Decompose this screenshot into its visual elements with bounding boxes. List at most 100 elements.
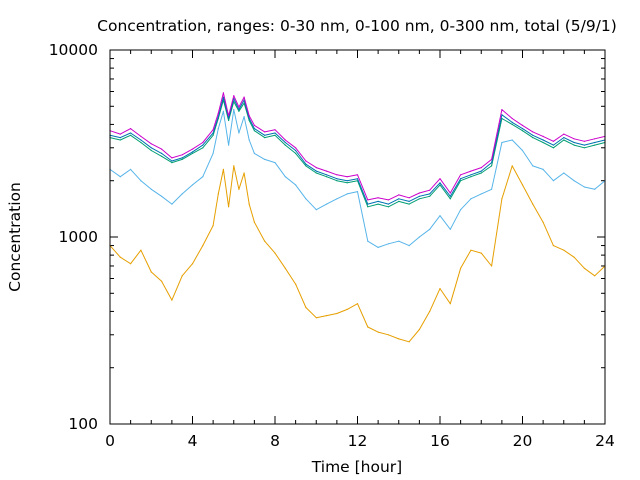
series-3-point xyxy=(295,152,297,154)
series-1-point xyxy=(233,165,235,167)
series-2-point xyxy=(563,172,565,174)
series-1-point xyxy=(439,288,441,290)
series-5-point xyxy=(315,167,317,169)
series-2-point xyxy=(439,215,441,217)
series-4-point xyxy=(161,152,163,154)
series-5-point xyxy=(398,194,400,196)
series-2-point xyxy=(356,191,359,193)
series-5-point xyxy=(511,117,513,120)
series-2-point xyxy=(140,180,142,182)
series-2-point xyxy=(171,203,173,205)
series-3-point xyxy=(274,134,276,136)
series-4-point xyxy=(305,163,307,165)
series-4-point xyxy=(563,137,565,139)
series-2-point xyxy=(583,186,586,188)
x-tick-label: 0 xyxy=(105,432,115,450)
x-tick-label: 8 xyxy=(270,432,280,450)
series-2-point xyxy=(119,176,121,178)
series-1-point xyxy=(191,263,194,265)
series-1-point xyxy=(449,303,451,305)
series-3-point xyxy=(161,155,163,157)
series-3-point xyxy=(377,203,379,205)
series-4-point xyxy=(140,139,142,141)
series-5-point xyxy=(233,95,235,97)
series-4-point xyxy=(511,121,513,123)
series-4-point xyxy=(449,195,451,197)
series-4-point xyxy=(222,96,224,98)
series-1-point xyxy=(202,245,204,247)
series-5-point xyxy=(191,148,194,150)
series-5-point xyxy=(264,131,266,133)
y-tick-label: 1000 xyxy=(59,228,98,246)
series-1-point xyxy=(460,267,462,269)
series-5-point xyxy=(367,199,369,201)
plot-frame xyxy=(109,49,606,425)
series-1-point xyxy=(264,240,266,242)
axis-ticks xyxy=(109,49,606,425)
series-2-point xyxy=(315,209,317,211)
series-5-point xyxy=(521,124,524,126)
series-2-point xyxy=(542,168,544,170)
series-2-point xyxy=(346,193,348,195)
series-3-point xyxy=(253,130,255,132)
series-2-point xyxy=(377,246,379,248)
series-3-point xyxy=(563,139,565,141)
series-3-point xyxy=(521,130,524,132)
series-3-point xyxy=(181,158,183,160)
series-1-point xyxy=(150,271,152,273)
series-5-point xyxy=(295,147,297,149)
series-2-point xyxy=(191,184,194,186)
series-1-point xyxy=(501,198,503,200)
series-4-point xyxy=(418,195,420,197)
series-3-point xyxy=(284,144,286,146)
series-1-point xyxy=(521,184,524,186)
series-1-point xyxy=(346,308,348,310)
series-2-point xyxy=(511,139,513,141)
series-3-point xyxy=(346,182,348,184)
chart-title: Concentration, ranges: 0-30 nm, 0-100 nm… xyxy=(97,17,617,35)
series-3-point xyxy=(439,184,441,186)
series-4-point xyxy=(253,128,255,130)
series-5-point xyxy=(491,158,493,160)
series-2-point xyxy=(501,141,503,144)
series-5-point xyxy=(594,138,596,140)
series-5 xyxy=(109,92,606,201)
series-3-point xyxy=(150,149,152,152)
series-5-point xyxy=(305,160,307,162)
series-4-point xyxy=(429,193,431,195)
series-1-point xyxy=(552,245,555,247)
series-2-point xyxy=(387,243,389,245)
series-5-point xyxy=(161,148,163,150)
series-1-point xyxy=(377,331,379,333)
x-tick-label: 12 xyxy=(348,432,368,450)
series-1-point xyxy=(217,193,219,195)
series-4-point xyxy=(130,132,132,134)
series-4-point xyxy=(491,162,493,164)
series-4-point xyxy=(542,139,544,141)
series-4-point xyxy=(594,141,596,144)
series-3-point xyxy=(171,162,173,164)
series-4-point xyxy=(181,157,183,159)
series-5-point xyxy=(480,167,482,169)
series-1-point xyxy=(398,338,400,340)
series-5-point xyxy=(248,115,250,117)
series-2-point xyxy=(449,228,451,230)
series-5-point xyxy=(470,170,472,172)
series-5-point xyxy=(336,174,338,176)
series-5-point xyxy=(326,170,328,172)
series-1-point xyxy=(212,225,214,227)
series-3-point xyxy=(315,172,317,174)
series-1-point xyxy=(573,256,575,258)
series-3-point xyxy=(594,144,596,146)
series-4-point xyxy=(501,114,503,116)
x-axis-label: Time [hour] xyxy=(311,458,402,476)
series-2-point xyxy=(228,144,230,146)
series-3-point xyxy=(532,137,534,139)
series-1-point xyxy=(161,280,163,282)
series-5-point xyxy=(119,133,121,135)
series-3-point xyxy=(387,206,389,208)
series-1-point xyxy=(305,306,307,309)
x-tick-label: 4 xyxy=(188,432,198,450)
series-4-point xyxy=(248,117,250,120)
